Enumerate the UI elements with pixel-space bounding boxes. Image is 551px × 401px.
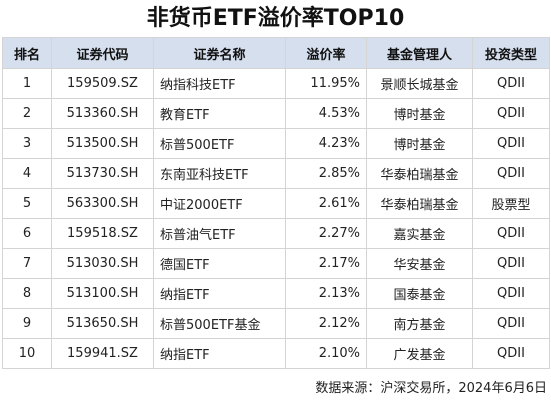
premium-cell: 2.13%	[285, 278, 367, 309]
code-cell: 159941.SZ	[51, 338, 154, 369]
rank-cell: 6	[2, 218, 52, 249]
type-cell: 股票型	[472, 188, 550, 219]
column-header-name: 证券名称	[153, 37, 286, 69]
column-header-manager: 基金管理人	[366, 37, 473, 69]
type-cell: QDII	[472, 308, 550, 339]
premium-cell: 2.17%	[285, 248, 367, 279]
premium-cell: 2.27%	[285, 218, 367, 249]
code-cell: 513730.SH	[51, 158, 154, 189]
name-cell: 纳指科技ETF	[153, 68, 286, 99]
rank-cell: 5	[2, 188, 52, 219]
type-cell: QDII	[472, 338, 550, 369]
code-cell: 513500.SH	[51, 128, 154, 159]
table-row: 7 513030.SH 德国ETF 2.17% 华安基金 QDII	[2, 248, 550, 279]
table-row: 2 513360.SH 教育ETF 4.53% 博时基金 QDII	[2, 98, 550, 129]
manager-cell: 景顺长城基金	[366, 68, 473, 99]
data-source-note: 数据来源：沪深交易所，2024年6月6日	[315, 381, 547, 396]
column-header-rank: 排名	[2, 37, 52, 69]
premium-cell: 2.10%	[285, 338, 367, 369]
table-row: 8 513100.SH 纳指ETF 2.13% 国泰基金 QDII	[2, 278, 550, 309]
manager-cell: 华安基金	[366, 248, 473, 279]
type-cell: QDII	[472, 278, 550, 309]
name-cell: 德国ETF	[153, 248, 286, 279]
type-cell: QDII	[472, 218, 550, 249]
type-cell: QDII	[472, 68, 550, 99]
table-row: 6 159518.SZ 标普油气ETF 2.27% 嘉实基金 QDII	[2, 218, 550, 249]
manager-cell: 华泰柏瑞基金	[366, 188, 473, 219]
premium-cell: 11.95%	[285, 68, 367, 99]
name-cell: 标普500ETF	[153, 128, 286, 159]
name-cell: 纳指ETF	[153, 338, 286, 369]
table-row: 1 159509.SZ 纳指科技ETF 11.95% 景顺长城基金 QDII	[2, 68, 550, 99]
rank-cell: 8	[2, 278, 52, 309]
manager-cell: 广发基金	[366, 338, 473, 369]
manager-cell: 华泰柏瑞基金	[366, 158, 473, 189]
premium-cell: 4.53%	[285, 98, 367, 129]
manager-cell: 嘉实基金	[366, 218, 473, 249]
type-cell: QDII	[472, 98, 550, 129]
rank-cell: 1	[2, 68, 52, 99]
manager-cell: 博时基金	[366, 128, 473, 159]
name-cell: 东南亚科技ETF	[153, 158, 286, 189]
code-cell: 513650.SH	[51, 308, 154, 339]
page-title: 非货币ETF溢价率TOP10	[146, 6, 405, 31]
name-cell: 纳指ETF	[153, 278, 286, 309]
name-cell: 中证2000ETF	[153, 188, 286, 219]
table-row: 3 513500.SH 标普500ETF 4.23% 博时基金 QDII	[2, 128, 550, 159]
code-cell: 513360.SH	[51, 98, 154, 129]
rank-cell: 7	[2, 248, 52, 279]
code-cell: 513100.SH	[51, 278, 154, 309]
premium-cell: 2.12%	[285, 308, 367, 339]
name-cell: 教育ETF	[153, 98, 286, 129]
code-cell: 513030.SH	[51, 248, 154, 279]
name-cell: 标普油气ETF	[153, 218, 286, 249]
manager-cell: 南方基金	[366, 308, 473, 339]
column-header-premium: 溢价率	[285, 37, 367, 69]
premium-cell: 2.85%	[285, 158, 367, 189]
rank-cell: 4	[2, 158, 52, 189]
type-cell: QDII	[472, 128, 550, 159]
type-cell: QDII	[472, 158, 550, 189]
table-row: 4 513730.SH 东南亚科技ETF 2.85% 华泰柏瑞基金 QDII	[2, 158, 550, 189]
table-row: 10 159941.SZ 纳指ETF 2.10% 广发基金 QDII	[2, 338, 550, 369]
column-header-type: 投资类型	[472, 37, 550, 69]
rank-cell: 2	[2, 98, 52, 129]
code-cell: 563300.SH	[51, 188, 154, 219]
table-row: 9 513650.SH 标普500ETF基金 2.12% 南方基金 QDII	[2, 308, 550, 339]
premium-table: 排名 证券代码 证券名称 溢价率 基金管理人 投资类型 1 159509.SZ 纳指…	[2, 37, 550, 369]
rank-cell: 9	[2, 308, 52, 339]
premium-cell: 4.23%	[285, 128, 367, 159]
premium-cell: 2.61%	[285, 188, 367, 219]
manager-cell: 博时基金	[366, 98, 473, 129]
rank-cell: 3	[2, 128, 52, 159]
table-row: 5 563300.SH 中证2000ETF 2.61% 华泰柏瑞基金 股票型	[2, 188, 550, 219]
name-cell: 标普500ETF基金	[153, 308, 286, 339]
rank-cell: 10	[2, 338, 52, 369]
manager-cell: 国泰基金	[366, 278, 473, 309]
table-header-row: 排名 证券代码 证券名称 溢价率 基金管理人 投资类型	[2, 37, 550, 69]
type-cell: QDII	[472, 248, 550, 279]
code-cell: 159518.SZ	[51, 218, 154, 249]
code-cell: 159509.SZ	[51, 68, 154, 99]
column-header-code: 证券代码	[51, 37, 154, 69]
